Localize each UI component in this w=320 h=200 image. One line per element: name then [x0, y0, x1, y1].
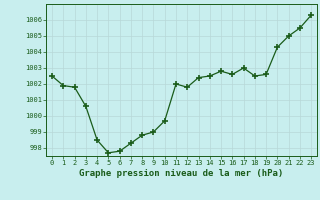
X-axis label: Graphe pression niveau de la mer (hPa): Graphe pression niveau de la mer (hPa) [79, 169, 284, 178]
